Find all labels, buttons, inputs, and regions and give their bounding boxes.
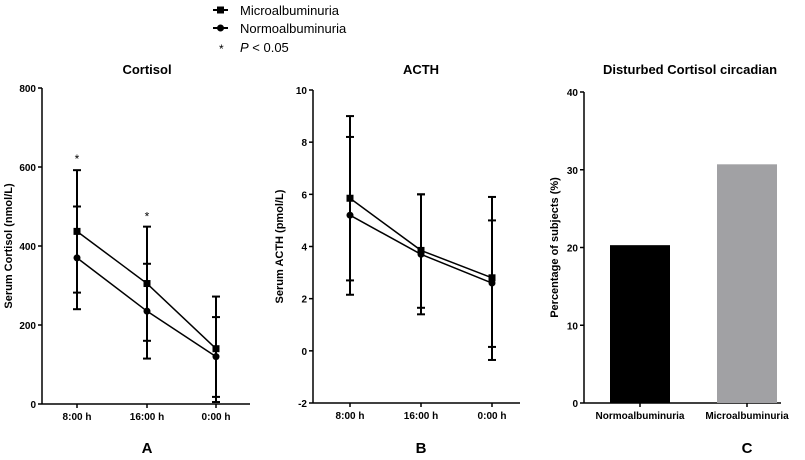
y-tick-label: -2 xyxy=(298,399,307,410)
x-tick-label: 16:00 h xyxy=(404,411,438,422)
y-axis-label: Serum Cortisol (nmol/L) xyxy=(3,183,15,309)
legend-p-threshold: < 0.05 xyxy=(249,40,289,55)
x-tick-label: 8:00 h xyxy=(63,412,92,423)
data-point-circle xyxy=(212,353,220,361)
y-tick-label: 8 xyxy=(301,138,307,149)
x-tick-label: 8:00 h xyxy=(336,411,365,422)
x-tick-label: 0:00 h xyxy=(478,411,507,422)
series-normoalbuminuria xyxy=(346,135,496,348)
bar-normoalbuminuria xyxy=(610,245,670,403)
legend-sig-text: P < 0.05 xyxy=(240,40,289,55)
legend-label: Normoalbuminuria xyxy=(240,21,347,36)
y-axis-label: Serum ACTH (pmol/L) xyxy=(274,189,286,303)
legend-circle-marker xyxy=(217,24,224,32)
data-point-circle xyxy=(346,211,354,219)
legend-label: Microalbuminuria xyxy=(240,3,340,18)
y-tick-label: 10 xyxy=(567,321,579,332)
significance-marker: * xyxy=(145,209,150,223)
y-axis-label: Percentage of subjects (%) xyxy=(549,177,561,318)
y-tick-label: 2 xyxy=(301,295,307,306)
y-tick-label: 10 xyxy=(296,86,308,97)
panel-a: Cortisol A 0 200 400 600 800 Serum Cortisol (nm… xyxy=(3,62,250,457)
panel-c: Disturbed Cortisol circadian C 0 10 20 30 40 Pe… xyxy=(549,62,789,457)
legend-p-symbol: P xyxy=(240,40,249,55)
x-tick-label: Microalbuminuria xyxy=(705,411,789,422)
data-point-circle xyxy=(488,279,496,287)
y-tick-label: 600 xyxy=(19,163,36,174)
y-tick-label: 400 xyxy=(19,242,36,253)
x-tick-label: 16:00 h xyxy=(130,412,164,423)
y-tick-label: 800 xyxy=(19,84,36,95)
chart-title: Cortisol xyxy=(122,62,171,77)
series-normoalbuminuria xyxy=(73,205,220,398)
legend-sig-symbol: * xyxy=(219,42,224,56)
significance-marker: * xyxy=(75,152,80,166)
panel-label: B xyxy=(416,440,427,457)
x-tick-label: Normoalbuminuria xyxy=(596,411,685,422)
y-tick-label: 200 xyxy=(19,321,36,332)
chart-title: ACTH xyxy=(403,62,439,77)
legend-square-marker xyxy=(217,6,224,14)
data-point-circle xyxy=(73,254,81,262)
panel-b: ACTH B -2 0 2 4 6 8 10 Serum ACTH (pmol/L) 8:00 h 1… xyxy=(274,62,520,457)
y-tick-label: 20 xyxy=(567,244,579,255)
y-tick-label: 0 xyxy=(30,400,36,411)
chart-title: Disturbed Cortisol circadian xyxy=(603,62,777,77)
y-tick-label: 40 xyxy=(567,88,579,99)
y-tick-label: 0 xyxy=(301,347,307,358)
y-tick-label: 4 xyxy=(301,243,307,254)
panel-label: A xyxy=(142,440,153,457)
y-tick-label: 6 xyxy=(301,190,307,201)
y-tick-label: 0 xyxy=(572,399,578,410)
data-point-circle xyxy=(143,307,151,315)
panel-label: C xyxy=(742,440,753,457)
x-tick-label: 0:00 h xyxy=(202,412,231,423)
y-tick-label: 30 xyxy=(567,166,579,177)
data-point-circle xyxy=(417,250,425,258)
bar-microalbuminuria xyxy=(717,164,777,403)
